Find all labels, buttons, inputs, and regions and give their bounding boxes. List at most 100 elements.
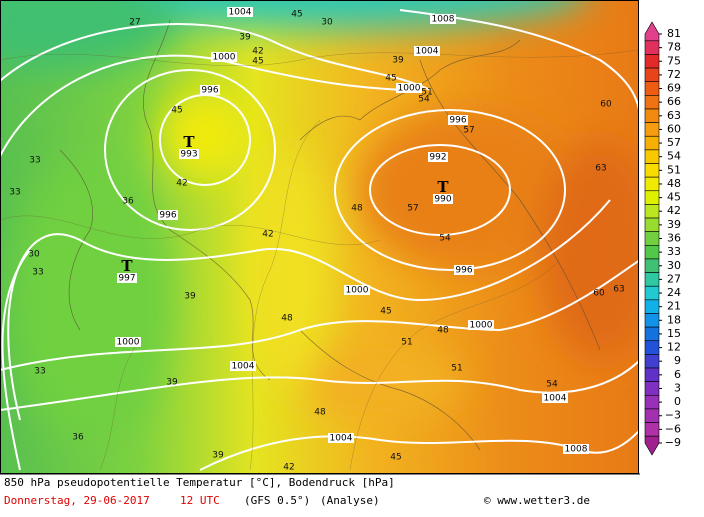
- isobar-label-bg: [200, 85, 220, 95]
- colorbar-cell: [644, 190, 660, 205]
- low-symbol: T: [121, 257, 133, 275]
- colorbar-cell: [644, 217, 660, 232]
- map-credit: © www.wetter3.de: [484, 494, 590, 507]
- isobar-label-bg: [158, 210, 178, 220]
- isentropes: [0, 49, 638, 471]
- colorbar-label: 36: [667, 232, 681, 245]
- colorbar-label: 63: [667, 109, 681, 122]
- isobar-label-bg: [563, 444, 589, 454]
- isobar-label-bg: [328, 433, 354, 443]
- temperature-label: 45: [385, 74, 396, 84]
- colorbar-cell: [644, 135, 660, 151]
- colorbar-label: 39: [667, 218, 681, 231]
- temperature-label: 63: [595, 164, 606, 174]
- isobar-label: 996: [159, 211, 176, 221]
- colorbar-label: 42: [667, 204, 681, 217]
- colorbar-label: 54: [667, 150, 681, 163]
- temperature-label: 27: [129, 18, 140, 28]
- temperature-label: 39: [392, 56, 404, 66]
- temperature-label: 45: [380, 307, 391, 317]
- colorbar-cell: [644, 340, 660, 355]
- coastlines: [59, 19, 601, 451]
- temperature-label: 60: [593, 289, 605, 299]
- colorbar-cell: [644, 204, 660, 219]
- colorbar-cell: [644, 231, 660, 246]
- isobar-label: 1004: [416, 47, 439, 57]
- colorbar-arrow: [644, 21, 660, 42]
- isobar-label-bg: [344, 285, 370, 295]
- temperature-label: 36: [72, 433, 84, 443]
- isobar-label: 1000: [470, 321, 493, 331]
- temperature-label: 30: [321, 18, 333, 28]
- temperature-label: 54: [418, 95, 430, 105]
- colorbar-label: 21: [667, 300, 681, 313]
- isobar-label-bg: [542, 393, 568, 403]
- temperature-label: 39: [166, 378, 178, 388]
- map-area: 1004 1008 1004 1000 996 1000 996 992 996 996 1000 1…: [0, 0, 638, 473]
- temperature-label: 48: [351, 204, 363, 214]
- map-labels: 1004 1008 1004 1000 996 1000 996 992 996 996 1000 1…: [9, 7, 625, 473]
- low-symbol: T: [437, 178, 449, 196]
- temperature-label: 51: [421, 88, 432, 98]
- temperature-label: 39: [212, 451, 224, 461]
- temperature-label: 60: [600, 100, 612, 110]
- temperature-label: 54: [439, 234, 451, 244]
- colorbar-label: 12: [667, 341, 681, 354]
- colorbar-label: 60: [667, 122, 681, 135]
- colorbar-arrow: [644, 435, 660, 456]
- colorbar-label: −6: [665, 422, 681, 435]
- low-pressure: 993: [180, 150, 197, 160]
- colorbar-label: 15: [667, 327, 681, 340]
- temperature-label: 45: [252, 57, 263, 67]
- colorbar-cell: [644, 245, 660, 260]
- isobar-label: 992: [429, 153, 446, 163]
- colorbar-cell: [644, 285, 660, 301]
- temperature-field: [0, 0, 638, 440]
- colorbar-label: 48: [667, 177, 681, 190]
- colorbar-cell: [644, 394, 660, 410]
- isobar-label-bg: [448, 115, 468, 125]
- low-pressure-bg: [179, 149, 199, 159]
- temperature-label: 57: [463, 126, 474, 136]
- map-time: 12 UTC: [180, 494, 220, 507]
- map-run: (Analyse): [320, 494, 380, 507]
- isobar-label: 1000: [117, 338, 140, 348]
- colorbar-label: 0: [674, 395, 681, 408]
- map-date: Donnerstag, 29-06-2017: [4, 494, 150, 507]
- colorbar-cell: [644, 108, 660, 123]
- colorbar-cell: [644, 163, 660, 178]
- colorbar-cell: [644, 95, 660, 110]
- low-pressure: 997: [118, 274, 135, 284]
- colorbar-label: 33: [667, 245, 681, 258]
- temperature-label: 33: [9, 188, 20, 198]
- temperature-label: 30: [28, 250, 40, 260]
- temperature-label: 33: [29, 156, 40, 166]
- colorbar-cell: [644, 122, 660, 137]
- isobar-label-bg: [227, 7, 253, 17]
- colorbar-label: 18: [667, 313, 681, 326]
- isobar-label: 1004: [544, 394, 567, 404]
- temperature-label: 33: [32, 268, 43, 278]
- isobar-label: 996: [455, 266, 472, 276]
- low-symbol: T: [183, 133, 195, 151]
- colorbar-cell: [644, 81, 660, 96]
- isobar-label: 1004: [330, 434, 353, 444]
- colorbar-label: 27: [667, 272, 681, 285]
- colorbar-label: 24: [667, 286, 681, 299]
- isobar-label-bg: [468, 320, 494, 330]
- colorbar: 8178757269666360575451484542393633302724…: [644, 21, 681, 456]
- isobar-label-bg: [454, 265, 474, 275]
- map-title: 850 hPa pseudopotentielle Temperatur [°C…: [4, 476, 395, 489]
- colorbar-label: 72: [667, 68, 681, 81]
- colorbar-cell: [644, 67, 660, 83]
- temperature-label: 39: [184, 292, 196, 302]
- isobar-label-bg: [428, 152, 448, 162]
- colorbar-cell: [644, 367, 660, 382]
- colorbar-label: 6: [674, 368, 681, 381]
- isobar-label-bg: [414, 46, 440, 56]
- colorbar-cell: [644, 422, 660, 437]
- isobar-label: 1004: [232, 362, 255, 372]
- temperature-label: 54: [546, 380, 558, 390]
- isobar-label-bg: [230, 361, 256, 371]
